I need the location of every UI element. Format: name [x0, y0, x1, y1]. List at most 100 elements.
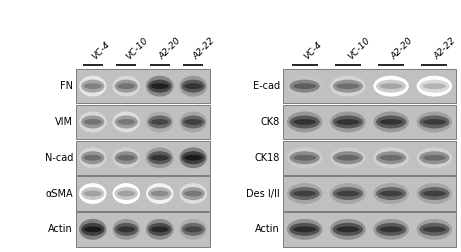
Ellipse shape [148, 115, 171, 129]
Text: VC-4: VC-4 [302, 40, 324, 61]
Ellipse shape [330, 147, 366, 168]
FancyBboxPatch shape [283, 69, 456, 103]
Ellipse shape [182, 223, 205, 236]
Ellipse shape [417, 147, 452, 168]
Ellipse shape [373, 76, 409, 97]
Ellipse shape [151, 83, 169, 89]
Ellipse shape [423, 83, 446, 89]
Ellipse shape [287, 219, 322, 240]
Text: A2-20: A2-20 [389, 36, 414, 61]
Ellipse shape [117, 83, 135, 89]
Ellipse shape [179, 76, 207, 97]
Ellipse shape [420, 187, 449, 200]
Ellipse shape [376, 151, 406, 164]
Ellipse shape [290, 223, 319, 236]
Ellipse shape [337, 83, 360, 89]
Ellipse shape [117, 226, 135, 232]
Ellipse shape [151, 226, 169, 232]
Ellipse shape [330, 219, 366, 240]
Ellipse shape [146, 112, 173, 132]
Ellipse shape [117, 119, 135, 125]
Text: αSMA: αSMA [45, 188, 73, 199]
Ellipse shape [84, 226, 102, 232]
Ellipse shape [115, 187, 138, 200]
Ellipse shape [337, 226, 360, 232]
Ellipse shape [379, 155, 402, 161]
Text: FN: FN [60, 81, 73, 91]
Ellipse shape [112, 112, 140, 132]
Ellipse shape [379, 83, 402, 89]
Ellipse shape [420, 115, 449, 129]
Ellipse shape [373, 219, 409, 240]
Ellipse shape [373, 147, 409, 168]
Ellipse shape [115, 151, 138, 164]
Ellipse shape [337, 191, 360, 197]
Ellipse shape [293, 119, 316, 125]
Ellipse shape [420, 151, 449, 164]
Ellipse shape [112, 219, 140, 240]
Ellipse shape [146, 183, 173, 204]
Ellipse shape [115, 80, 138, 93]
Ellipse shape [423, 226, 446, 232]
Ellipse shape [376, 223, 406, 236]
Ellipse shape [84, 155, 102, 161]
Ellipse shape [184, 119, 202, 125]
Ellipse shape [184, 83, 202, 89]
Ellipse shape [182, 115, 205, 129]
FancyBboxPatch shape [76, 141, 210, 175]
Ellipse shape [423, 119, 446, 125]
Ellipse shape [84, 83, 102, 89]
Ellipse shape [417, 183, 452, 204]
Ellipse shape [117, 191, 135, 197]
Ellipse shape [179, 147, 207, 168]
Ellipse shape [373, 112, 409, 132]
Ellipse shape [112, 76, 140, 97]
Ellipse shape [184, 226, 202, 232]
FancyBboxPatch shape [283, 105, 456, 139]
Text: Actin: Actin [48, 224, 73, 234]
Ellipse shape [337, 155, 360, 161]
Ellipse shape [182, 80, 205, 93]
Ellipse shape [333, 151, 363, 164]
Text: Des I/II: Des I/II [246, 188, 280, 199]
Ellipse shape [81, 151, 105, 164]
Text: A2-20: A2-20 [158, 36, 183, 61]
FancyBboxPatch shape [76, 69, 210, 103]
Ellipse shape [81, 223, 105, 236]
FancyBboxPatch shape [283, 176, 456, 211]
Text: A2-22: A2-22 [432, 36, 458, 61]
Ellipse shape [79, 76, 106, 97]
Ellipse shape [376, 115, 406, 129]
Ellipse shape [182, 187, 205, 200]
Ellipse shape [417, 219, 452, 240]
Ellipse shape [330, 183, 366, 204]
Ellipse shape [287, 76, 322, 97]
Ellipse shape [84, 119, 102, 125]
Ellipse shape [79, 183, 106, 204]
Ellipse shape [148, 223, 171, 236]
Ellipse shape [333, 187, 363, 200]
FancyBboxPatch shape [283, 141, 456, 175]
Ellipse shape [330, 112, 366, 132]
Ellipse shape [333, 80, 363, 93]
Ellipse shape [417, 76, 452, 97]
Ellipse shape [179, 112, 207, 132]
Ellipse shape [151, 119, 169, 125]
Ellipse shape [290, 187, 319, 200]
Ellipse shape [117, 155, 135, 161]
Ellipse shape [287, 183, 322, 204]
Ellipse shape [287, 147, 322, 168]
Ellipse shape [423, 191, 446, 197]
Ellipse shape [290, 80, 319, 93]
Ellipse shape [376, 80, 406, 93]
Ellipse shape [148, 151, 171, 164]
FancyBboxPatch shape [76, 212, 210, 246]
Ellipse shape [112, 183, 140, 204]
Ellipse shape [81, 115, 105, 129]
Ellipse shape [81, 187, 105, 200]
Text: VIM: VIM [55, 117, 73, 127]
Ellipse shape [423, 155, 446, 161]
Ellipse shape [333, 115, 363, 129]
Ellipse shape [148, 80, 171, 93]
Ellipse shape [290, 115, 319, 129]
